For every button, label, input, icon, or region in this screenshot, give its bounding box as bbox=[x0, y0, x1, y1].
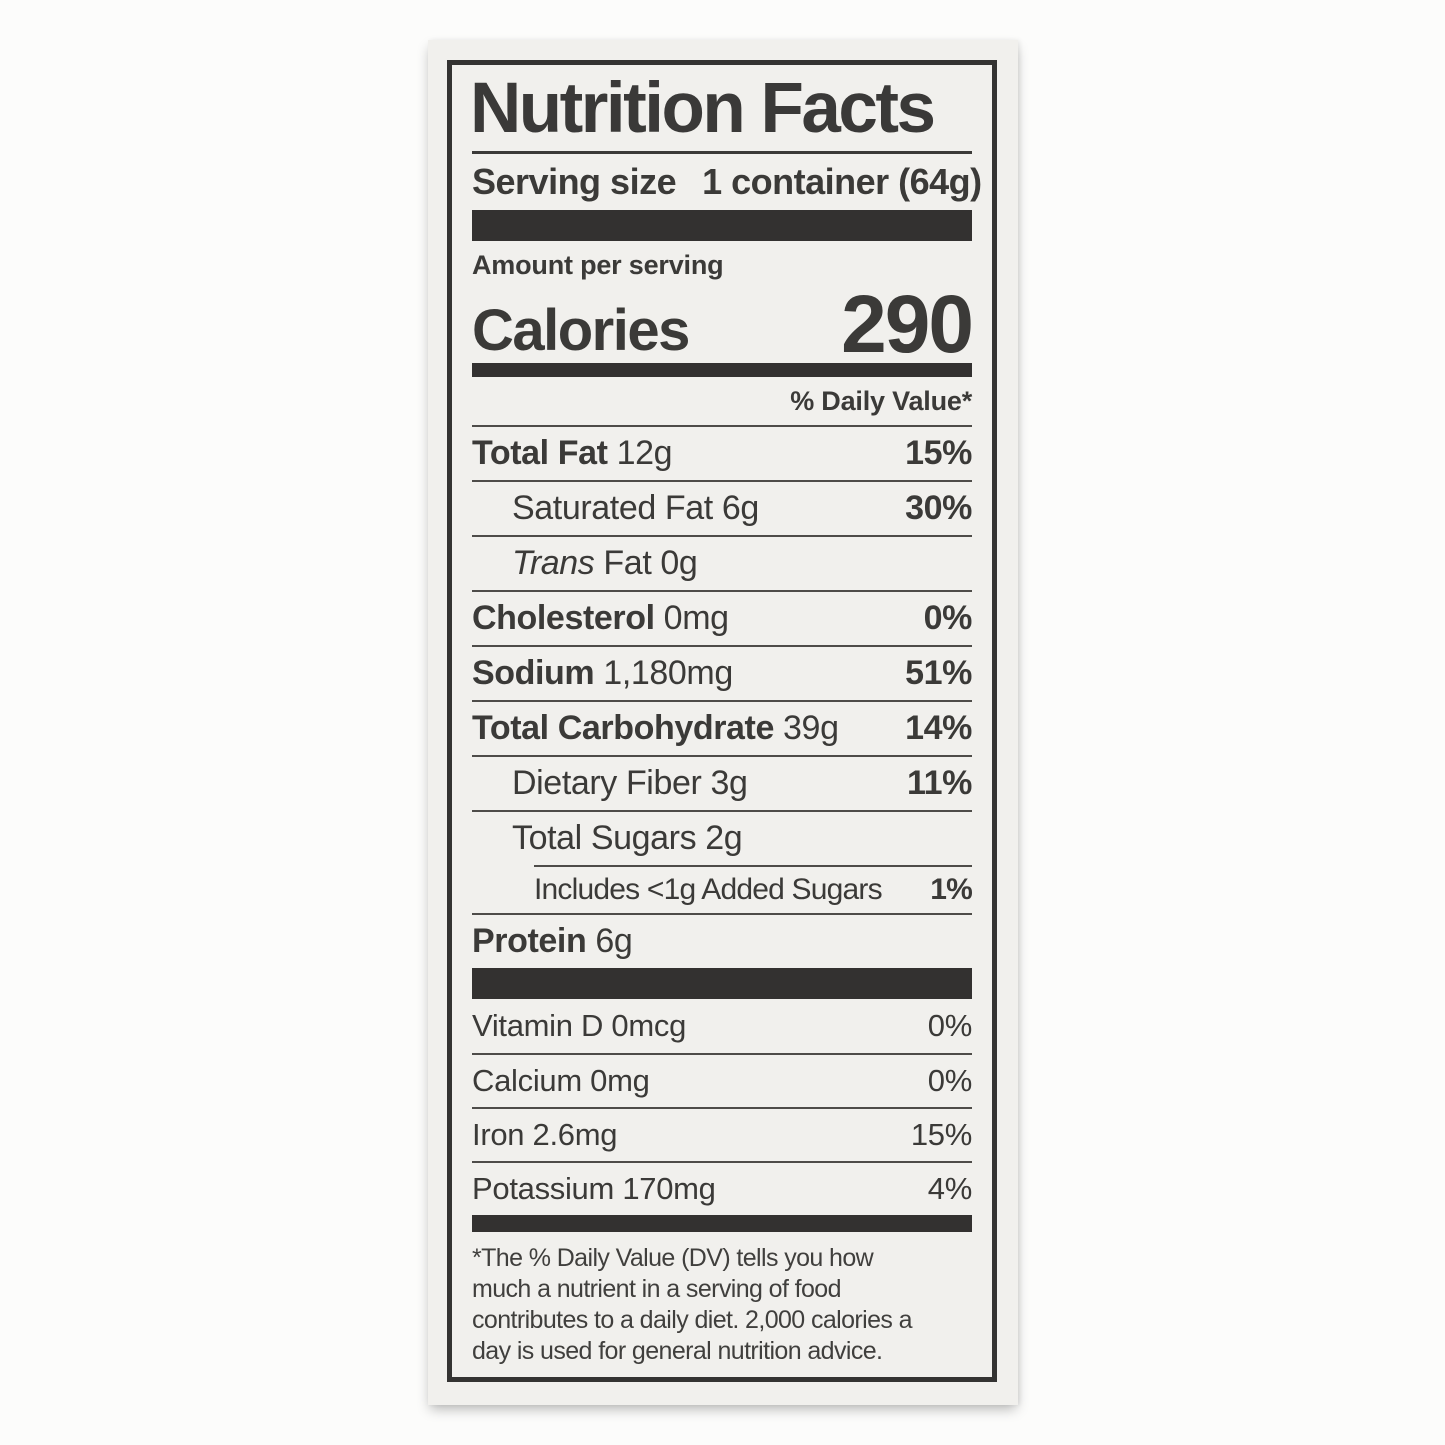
daily-value-footnote: *The % Daily Value (DV) tells you how muc… bbox=[472, 1243, 972, 1367]
daily-value-header: % Daily Value* bbox=[790, 386, 972, 417]
vitamin-row: Calcium 0mg 0% bbox=[472, 1053, 972, 1107]
nutrient-row: Total Sugars 2g bbox=[472, 810, 972, 865]
footnote-line: contributes to a daily diet. 2,000 calor… bbox=[472, 1305, 913, 1334]
footnote-line: *The % Daily Value (DV) tells you how bbox=[472, 1243, 874, 1272]
serving-size-label: Serving size bbox=[472, 161, 677, 203]
nutrient-name: Dietary Fiber 3g bbox=[512, 764, 748, 803]
divider-bar-protein bbox=[472, 968, 972, 1000]
nutrient-row: Protein 6g bbox=[472, 913, 972, 968]
nutrient-row: Total Fat 12g 15% bbox=[472, 425, 972, 480]
vitamin-daily-value: 15% bbox=[910, 1117, 972, 1153]
nutrient-row: Includes <1g Added Sugars 1% bbox=[534, 865, 973, 913]
nutrient-row: Dietary Fiber 3g 11% bbox=[472, 755, 972, 810]
amount-per-serving-label: Amount per serving bbox=[472, 250, 724, 281]
nutrient-daily-value: 1% bbox=[930, 873, 973, 907]
nutrient-daily-value: 51% bbox=[905, 654, 972, 693]
nutrient-row: Total Carbohydrate 39g 14% bbox=[472, 700, 972, 755]
nutrient-name: Total Carbohydrate 39g bbox=[472, 709, 839, 748]
nutrient-name: Protein 6g bbox=[472, 922, 633, 961]
nutrient-daily-value: 11% bbox=[907, 764, 972, 803]
nutrient-name: Cholesterol 0mg bbox=[472, 599, 729, 638]
vitamin-daily-value: 0% bbox=[927, 1063, 973, 1099]
divider-bar-calories bbox=[472, 362, 972, 378]
calories-row: Calories 290 bbox=[472, 279, 974, 371]
nutrition-facts-label: Nutrition Facts Serving size 1 container… bbox=[428, 40, 1018, 1405]
nutrient-name: Saturated Fat 6g bbox=[512, 489, 759, 528]
vitamin-daily-value: 4% bbox=[927, 1171, 973, 1207]
nutrient-name: Total Sugars 2g bbox=[512, 819, 743, 858]
vitamin-daily-value: 0% bbox=[927, 1008, 973, 1044]
vitamin-rows: Vitamin D 0mcg 0% Calcium 0mg 0% Iron 2.6mg 1… bbox=[472, 999, 972, 1215]
divider-bar-footnote bbox=[472, 1215, 972, 1232]
nutrient-daily-value: 14% bbox=[905, 709, 972, 748]
title-rule bbox=[472, 151, 972, 155]
vitamin-row: Iron 2.6mg 15% bbox=[472, 1107, 972, 1161]
vitamin-row: Potassium 170mg 4% bbox=[472, 1161, 972, 1215]
nutrient-row: Sodium 1,180mg 51% bbox=[472, 645, 972, 700]
footnote-line: much a nutrient in a serving of food bbox=[472, 1274, 842, 1303]
vitamin-row: Vitamin D 0mcg 0% bbox=[472, 999, 972, 1053]
label-title: Nutrition Facts bbox=[470, 69, 936, 148]
nutrient-daily-value: 15% bbox=[905, 434, 972, 473]
calories-value: 290 bbox=[841, 279, 974, 371]
label-border-frame: Nutrition Facts Serving size 1 container… bbox=[447, 60, 997, 1382]
nutrient-name: Trans Fat 0g bbox=[512, 544, 698, 583]
serving-size-value: 1 container (64g) bbox=[702, 161, 982, 203]
nutrient-row: Saturated Fat 6g 30% bbox=[472, 480, 972, 535]
nutrient-daily-value: 0% bbox=[923, 599, 973, 638]
vitamin-name: Vitamin D 0mcg bbox=[472, 1008, 687, 1044]
calories-label: Calories bbox=[472, 298, 690, 364]
nutrient-row: Cholesterol 0mg 0% bbox=[472, 590, 972, 645]
nutrient-row: Trans Fat 0g bbox=[472, 535, 972, 590]
nutrient-rows: Total Fat 12g 15% Saturated Fat 6g 30% Trans… bbox=[472, 425, 973, 968]
nutrient-name: Total Fat 12g bbox=[472, 434, 673, 473]
vitamin-name: Calcium 0mg bbox=[472, 1063, 650, 1099]
vitamin-name: Potassium 170mg bbox=[472, 1171, 716, 1207]
nutrient-daily-value: 30% bbox=[905, 489, 972, 528]
serving-size-row: Serving size 1 container (64g) bbox=[472, 154, 982, 210]
nutrient-name: Includes <1g Added Sugars bbox=[534, 873, 883, 907]
footnote-line: day is used for general nutrition advice… bbox=[472, 1336, 883, 1365]
divider-bar-top bbox=[472, 210, 972, 242]
vitamin-name: Iron 2.6mg bbox=[472, 1117, 618, 1153]
nutrient-name: Sodium 1,180mg bbox=[472, 654, 733, 693]
